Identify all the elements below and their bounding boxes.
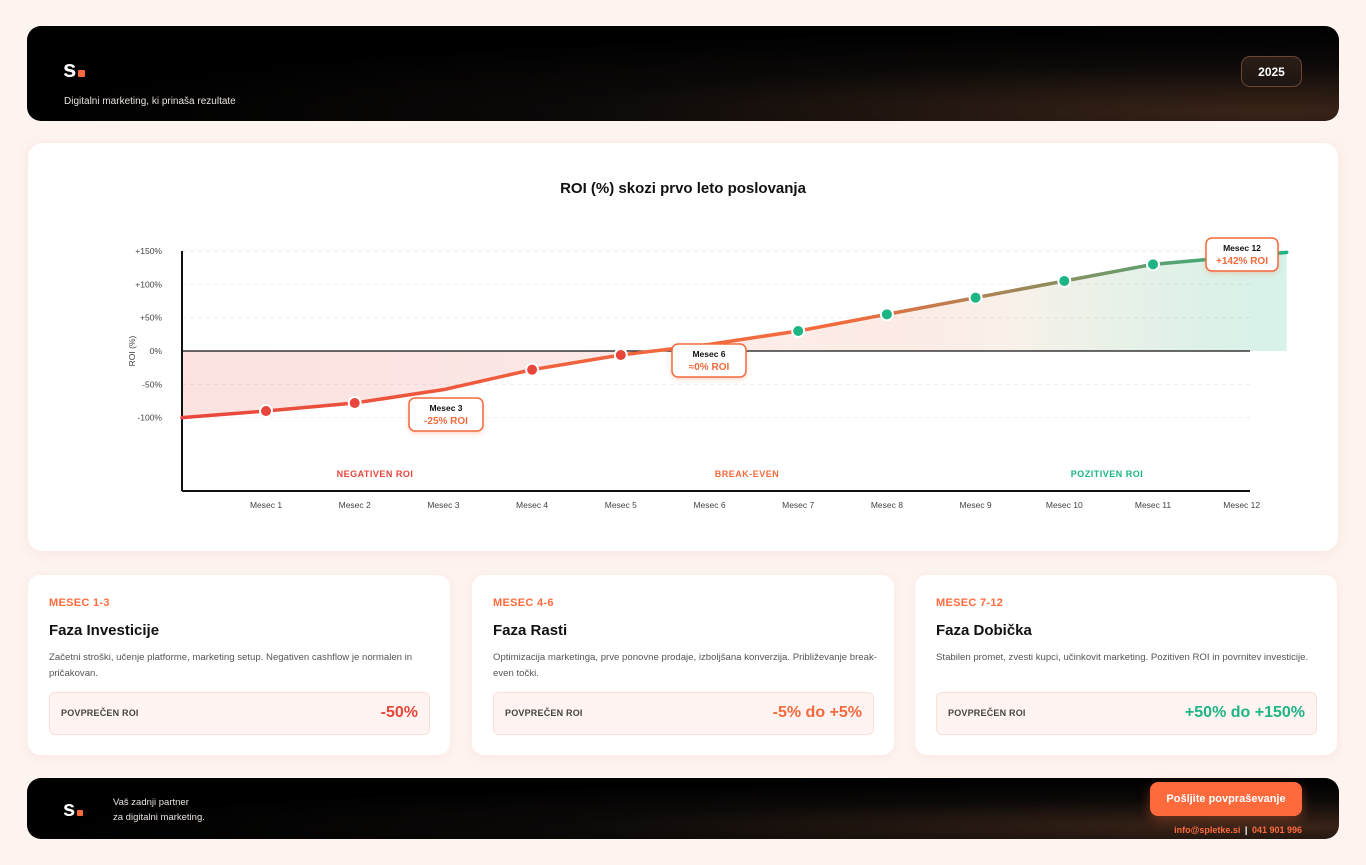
y-tick-label: +50% <box>140 313 162 323</box>
callout-box <box>1205 237 1279 272</box>
phase-range: MESEC 7-12 <box>936 597 1004 609</box>
tagline: Digitalni marketing, ki prinaša rezultat… <box>64 96 236 107</box>
y-tick-label: +150% <box>135 246 162 256</box>
callout-box <box>408 397 484 432</box>
data-point <box>968 290 983 305</box>
data-point <box>525 362 540 377</box>
data-point <box>1057 274 1072 288</box>
phase-range: MESEC 4-6 <box>493 597 554 609</box>
data-point <box>613 348 628 362</box>
phase-description: Optimizacija marketinga, prve ponovne pr… <box>493 652 877 679</box>
x-tick-label: Mesec 4 <box>516 500 548 510</box>
x-tick-label: Mesec 11 <box>1135 500 1171 510</box>
data-callout: Mesec 6 ≈0% ROI <box>671 343 747 378</box>
zone-label: BREAK-EVEN <box>715 469 780 479</box>
avg-roi-box: POVPREČEN ROI -50% <box>49 692 430 735</box>
y-tick-label: 0% <box>150 346 163 356</box>
footer: s Vaš zadnji partner za digitalni market… <box>27 778 1339 839</box>
phase-title: Faza Investicije <box>49 622 160 639</box>
phase-title: Faza Rasti <box>493 622 568 639</box>
footer-logo-dot <box>77 810 84 816</box>
avg-roi-label: POVPREČEN ROI <box>505 708 583 718</box>
x-tick-label: Mesec 8 <box>871 500 903 510</box>
x-tick-label: Mesec 6 <box>693 500 725 510</box>
contact-info: info@spletke.si | 041 901 996 <box>1174 825 1302 835</box>
data-point <box>791 324 806 338</box>
footer-slogan-line2: za digitalni marketing. <box>113 812 205 823</box>
inquiry-button[interactable]: Pošljite povpraševanje <box>1150 782 1302 816</box>
phase-card-growth: MESEC 4-6 Faza Rasti Optimizacija market… <box>472 575 894 755</box>
x-tick-label: Mesec 1 <box>250 500 282 510</box>
logo[interactable]: s <box>63 56 86 83</box>
callout-value: -25% ROI <box>424 416 468 427</box>
y-tick-label: -50% <box>142 379 162 389</box>
callout-value: ≈0% ROI <box>689 362 730 373</box>
phase-description: Stabilen promet, zvesti kupci, učinkovit… <box>936 652 1309 663</box>
footer-slogan-line1: Vaš zadnji partner <box>113 797 189 808</box>
contact-separator: | <box>1244 825 1248 835</box>
footer-logo[interactable]: s <box>63 796 84 821</box>
logo-dot <box>78 70 86 77</box>
data-callout: Mesec 12 +142% ROI <box>1205 237 1279 272</box>
avg-roi-value: -50% <box>380 704 418 721</box>
phase-range: MESEC 1-3 <box>49 597 110 609</box>
contact-phone[interactable]: 041 901 996 <box>1251 825 1302 835</box>
phase-description: Začetni stroški, učenje platforme, marke… <box>49 652 413 679</box>
roi-line-chart: +150% +100% +50% 0% -50% -100% ROI (%) Mesec 1 M… <box>127 237 1289 510</box>
chart-title: ROI (%) skozi prvo leto poslovanja <box>560 180 806 197</box>
chart-card: ROI (%) skozi prvo leto poslovanja +150%… <box>28 143 1338 551</box>
zone-label: NEGATIVEN ROI <box>337 469 414 479</box>
data-point <box>259 404 273 418</box>
y-tick-label: -100% <box>137 413 162 423</box>
roi-line <box>180 250 1289 420</box>
phase-card-investment: MESEC 1-3 Faza Investicije Začetni stroš… <box>28 575 450 755</box>
header: s Digitalni marketing, ki prinaša rezult… <box>27 26 1339 121</box>
x-tick-label: Mesec 3 <box>427 500 459 510</box>
y-tick-label: +100% <box>135 279 162 289</box>
x-tick-label: Mesec 12 <box>1223 500 1260 510</box>
footer-logo-text: s <box>63 796 76 821</box>
logo-text: s <box>63 56 77 83</box>
callout-month: Mesec 12 <box>1223 243 1261 253</box>
roi-area <box>182 252 1287 418</box>
year-badge[interactable]: 2025 <box>1241 56 1302 87</box>
zone-label: POZITIVEN ROI <box>1071 469 1144 479</box>
callout-box <box>671 343 747 378</box>
data-callout: Mesec 3 -25% ROI <box>408 397 484 432</box>
phase-title: Faza Dobička <box>936 622 1032 639</box>
x-tick-label: Mesec 10 <box>1046 500 1083 510</box>
phase-card-profit: MESEC 7-12 Faza Dobička Stabilen promet,… <box>915 575 1337 755</box>
avg-roi-label: POVPREČEN ROI <box>948 708 1026 718</box>
data-point <box>879 307 894 322</box>
avg-roi-box: POVPREČEN ROI -5% do +5% <box>493 692 874 735</box>
callout-value: +142% ROI <box>1216 256 1268 267</box>
y-axis-label: ROI (%) <box>127 335 137 366</box>
avg-roi-value: -5% do +5% <box>772 704 862 721</box>
x-tick-label: Mesec 2 <box>339 500 371 510</box>
callout-month: Mesec 6 <box>692 349 725 359</box>
x-tick-label: Mesec 9 <box>960 500 992 510</box>
avg-roi-box: POVPREČEN ROI +50% do +150% <box>936 692 1317 735</box>
callout-month: Mesec 3 <box>429 403 462 413</box>
x-tick-label: Mesec 5 <box>605 500 637 510</box>
contact-email[interactable]: info@spletke.si <box>1174 825 1241 835</box>
data-point <box>347 396 362 410</box>
avg-roi-label: POVPREČEN ROI <box>61 708 139 718</box>
data-point <box>1146 257 1160 272</box>
avg-roi-value: +50% do +150% <box>1184 704 1305 721</box>
x-tick-label: Mesec 7 <box>782 500 814 510</box>
footer-slogan: Vaš zadnji partner za digitalni marketin… <box>113 795 205 825</box>
